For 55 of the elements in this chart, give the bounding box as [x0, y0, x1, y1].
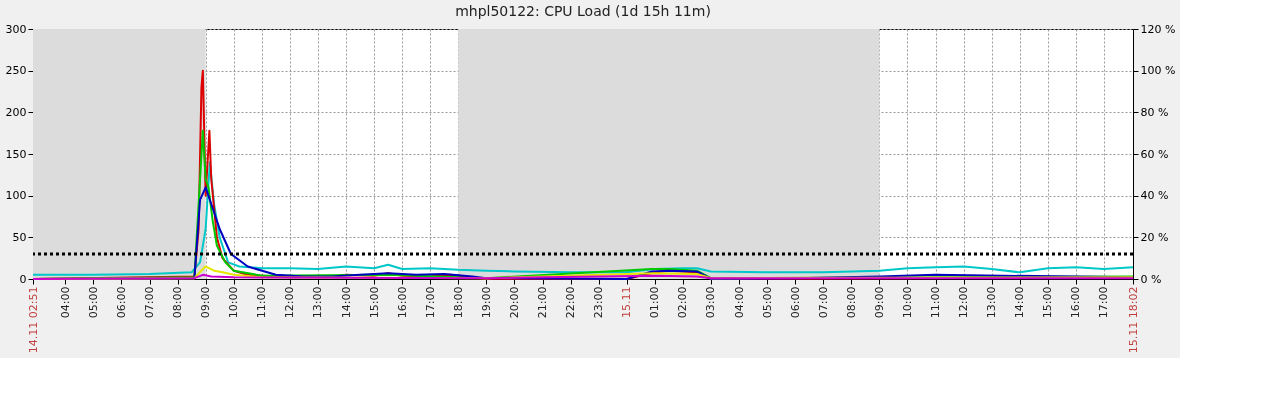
- x-tick-label: 05:00: [86, 286, 100, 319]
- x-tick-label: 08:00: [844, 286, 858, 319]
- x-tick-label: 14:00: [1013, 286, 1027, 319]
- x-tick-label: 13:00: [985, 286, 999, 319]
- x-tick-label: 19:00: [479, 286, 493, 319]
- x-tick-label: 10:00: [900, 286, 914, 319]
- x-tick-label: 05:00: [760, 286, 774, 319]
- x-tick-label: 15.11 18:02: [1126, 286, 1140, 354]
- y2-tick-label: 100 %: [1140, 64, 1176, 78]
- x-tick-label: 22:00: [564, 286, 578, 319]
- x-tick-label: 06:00: [114, 286, 128, 319]
- x-tick-label: 04:00: [58, 286, 72, 319]
- x-tick-label: 17:00: [423, 286, 437, 319]
- x-tick-label: 15:00: [1041, 286, 1055, 319]
- x-tick-label: 12:00: [283, 286, 297, 319]
- x-tick-label: 16:00: [1069, 286, 1083, 319]
- y2-tick-label: 80 %: [1140, 105, 1169, 119]
- y-tick-label: 200: [5, 105, 27, 119]
- y2-tick-label: 120 %: [1140, 22, 1176, 36]
- x-tick-label: 09:00: [199, 286, 213, 319]
- x-tick-label: 11:00: [929, 286, 943, 319]
- chart-title: mhpl50122: CPU Load (1d 15h 11m): [455, 3, 711, 19]
- y-tick-label: 250: [5, 64, 27, 78]
- x-tick-label: 06:00: [788, 286, 802, 319]
- x-tick-label: 17:00: [1097, 286, 1111, 319]
- x-tick-label: 18:00: [451, 286, 465, 319]
- x-tick-label: 08:00: [171, 286, 185, 319]
- y2-tick-label: 0 %: [1140, 272, 1162, 286]
- x-tick-label: 03:00: [704, 286, 718, 319]
- x-tick-label: 10:00: [227, 286, 241, 319]
- x-tick-label: 07:00: [816, 286, 830, 319]
- y-tick-label: 300: [5, 22, 27, 36]
- y-tick-label: 0: [19, 272, 27, 286]
- y2-tick-label: 40 %: [1140, 189, 1169, 203]
- x-tick-label: 11:00: [255, 286, 269, 319]
- x-tick-label: 02:00: [676, 286, 690, 319]
- y2-tick-label: 60 %: [1140, 147, 1169, 161]
- y2-tick-label: 20 %: [1140, 230, 1169, 244]
- x-tick-label: 14.11 02:51: [26, 286, 40, 354]
- x-tick-label: 15:00: [367, 286, 381, 319]
- y-tick-label: 50: [12, 230, 27, 244]
- x-tick-label: 13:00: [311, 286, 325, 319]
- x-tick-label: 15.11: [620, 286, 634, 318]
- x-tick-label: 09:00: [872, 286, 886, 319]
- x-tick-label: 07:00: [143, 286, 156, 319]
- x-tick-label: 04:00: [732, 286, 746, 319]
- x-tick-label: 23:00: [592, 286, 606, 319]
- x-tick-label: 21:00: [536, 286, 550, 319]
- x-tick-label: 12:00: [957, 286, 971, 319]
- x-tick-label: 16:00: [395, 286, 409, 319]
- y-tick-label: 150: [5, 147, 27, 161]
- x-tick-label: 14:00: [339, 286, 353, 319]
- x-tick-label: 20:00: [507, 286, 521, 319]
- x-tick-label: 01:00: [648, 286, 662, 319]
- y-tick-label: 100: [5, 189, 27, 203]
